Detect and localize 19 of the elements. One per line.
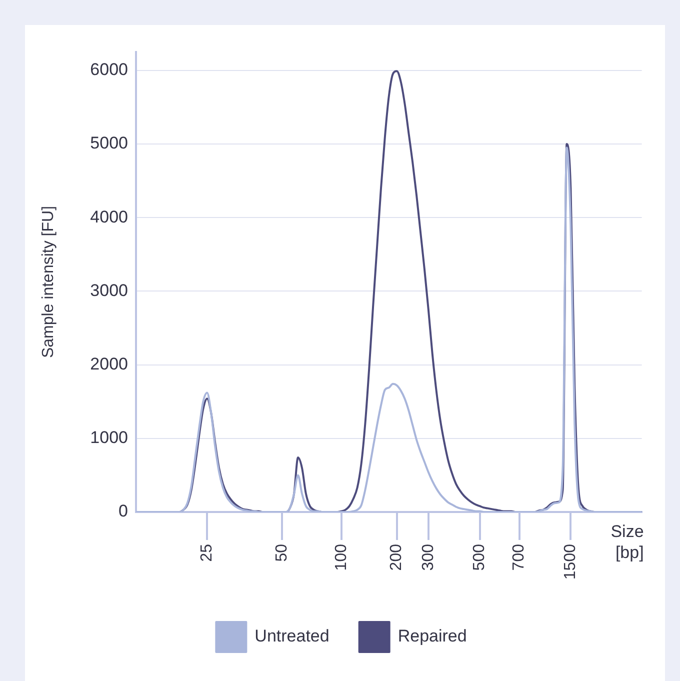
x-tick-label: 300 <box>420 544 437 571</box>
y-tick-label: 0 <box>118 502 128 521</box>
y-tick-label: 3000 <box>90 280 128 300</box>
legend-label: Untreated <box>254 626 330 646</box>
x-tick-label: 1500 <box>562 544 580 580</box>
x-tick-label: 200 <box>388 544 406 571</box>
y-axis-title: Sample intensity [FU] <box>40 206 58 358</box>
y-tick-label: 4000 <box>90 207 128 226</box>
x-tick-label: 50 <box>274 544 291 562</box>
y-tick-label: 5000 <box>90 134 128 153</box>
x-tick-label: 100 <box>332 544 350 571</box>
x-tick-label: 700 <box>510 544 528 571</box>
x-axis-title: Size [bp] <box>610 522 644 562</box>
y-tick-label: 1000 <box>90 428 128 448</box>
y-tick-label: 6000 <box>90 60 128 80</box>
x-tick-label: 25 <box>198 544 216 562</box>
y-tick-label: 2000 <box>90 354 128 374</box>
legend-label: Repaired <box>398 626 467 646</box>
x-tick-label: 500 <box>471 544 488 571</box>
